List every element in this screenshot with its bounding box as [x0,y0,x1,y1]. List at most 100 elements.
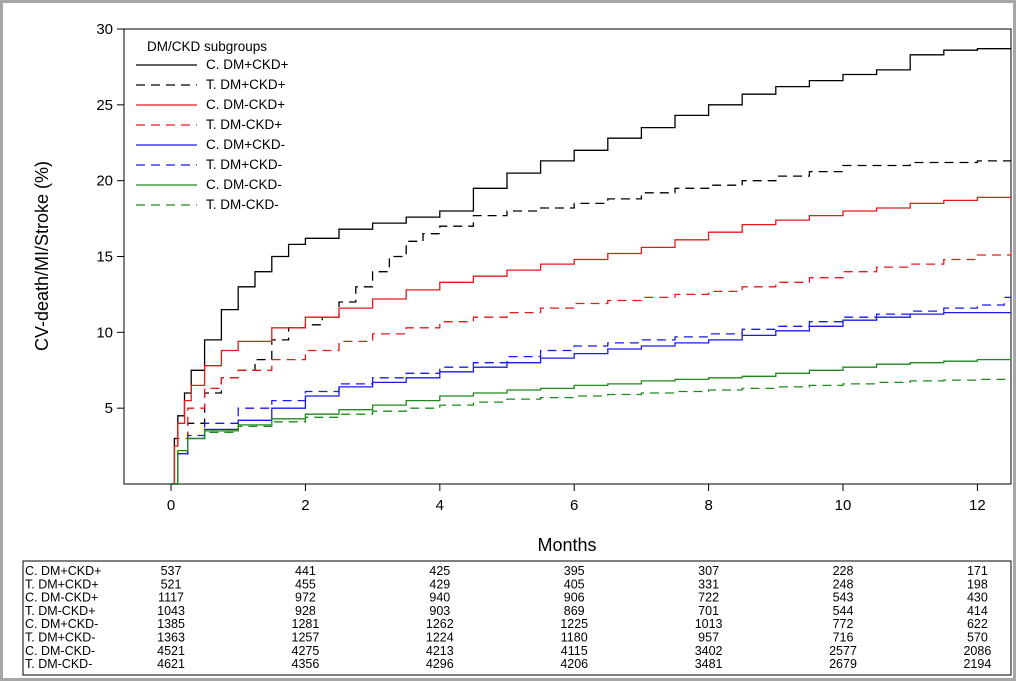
y-tick-label-30: 30 [96,21,113,38]
risk-cell-5-5: 1013 [695,617,723,631]
series-line-1 [171,48,1011,485]
risk-row-label-3: C. DM-CKD+ [25,591,98,605]
legend-label-8: T. DM-CKD- [206,197,279,212]
x-axis-title: Months [537,535,596,555]
y-axis-title: CV-death/MI/Stroke (%) [32,161,52,351]
series-line-4 [171,251,1012,485]
y-tick-label-5: 5 [105,400,113,417]
risk-cell-2-2: 455 [295,577,316,591]
risk-cell-2-6: 248 [833,577,854,591]
risk-cell-2-7: 198 [967,577,988,591]
y-tick-label-25: 25 [96,97,113,114]
x-tick-label-6: 6 [570,497,578,514]
risk-cell-3-1: 1117 [158,591,184,605]
legend-label-1: C. DM+CKD+ [206,57,289,72]
risk-cell-5-7: 622 [967,617,988,631]
risk-row-label-6: T. DM+CKD- [25,631,96,645]
risk-cell-3-6: 543 [833,591,854,605]
risk-cell-5-6: 772 [833,617,854,631]
risk-cell-3-4: 906 [564,591,585,605]
x-tick-label-12: 12 [969,497,986,514]
risk-cell-6-1: 1363 [157,631,185,645]
series-line-5 [171,311,1011,485]
y-axis: 5 10 15 20 25 30 [96,21,124,417]
risk-table-box [22,560,1012,676]
risk-cell-3-2: 972 [295,591,316,605]
y-tick-label-20: 20 [96,173,113,190]
risk-cell-2-4: 405 [564,577,585,591]
legend-label-7: C. DM-CKD- [206,177,282,192]
risk-cell-3-5: 722 [698,591,719,605]
series-line-3 [171,196,1011,485]
risk-cell-8-1: 4621 [157,657,185,671]
risk-cell-5-4: 1225 [560,617,588,631]
x-tick-label-8: 8 [704,497,712,514]
risk-cell-1-6: 228 [833,564,854,578]
risk-cell-7-4: 4115 [561,644,588,658]
y-tick-label-10: 10 [96,324,113,341]
risk-row-label-7: C. DM-CKD- [25,644,95,658]
risk-cell-6-7: 570 [967,631,988,645]
risk-cell-4-3: 903 [429,604,450,618]
risk-row-label-8: T. DM-CKD- [25,657,92,671]
risk-row-label-1: C. DM+CKD+ [25,564,101,578]
series-line-7 [171,358,1012,485]
risk-cell-1-2: 441 [295,564,316,578]
risk-table: C. DM+CKD+ 537 441 425 395 307 228 171 T. DM+CKD… [25,564,991,671]
risk-row-label-5: C. DM+CKD- [25,617,98,631]
risk-cell-2-3: 429 [429,577,450,591]
risk-cell-7-7: 2086 [963,644,991,658]
risk-cell-4-4: 869 [564,604,585,618]
legend-label-4: T. DM-CKD+ [206,117,282,132]
risk-cell-2-5: 331 [698,577,719,591]
x-tick-label-4: 4 [436,497,444,514]
risk-row-label-4: T. DM-CKD+ [25,604,96,618]
risk-cell-8-3: 4296 [426,657,454,671]
x-tick-label-2: 2 [301,497,309,514]
risk-cell-8-4: 4206 [560,657,588,671]
series-line-6 [171,296,1011,485]
risk-cell-3-3: 940 [429,591,450,605]
risk-cell-2-1: 521 [161,577,182,591]
legend-title: DM/CKD subgroups [147,39,267,54]
risk-cell-4-5: 701 [698,604,719,618]
risk-cell-5-2: 1281 [292,617,320,631]
series-line-8 [171,378,1011,485]
km-chart: 5 10 15 20 25 30 0 2 4 6 8 10 12 DM/CKD subgroups C.… [22,21,1012,676]
legend: DM/CKD subgroups C. DM+CKD+ T. DM+CKD+ C. D… [136,39,289,212]
legend-label-3: C. DM-CKD+ [206,97,285,112]
risk-cell-5-1: 1385 [157,617,185,631]
risk-cell-1-3: 425 [429,564,450,578]
risk-cell-7-6: 2577 [829,644,857,658]
risk-cell-1-5: 307 [698,564,719,578]
legend-label-2: T. DM+CKD+ [206,77,286,92]
risk-cell-1-4: 395 [564,564,585,578]
y-tick-label-15: 15 [96,249,113,266]
legend-label-5: C. DM+CKD- [206,137,285,152]
x-axis: 0 2 4 6 8 10 12 [167,484,986,514]
risk-cell-6-4: 1180 [561,631,588,645]
risk-cell-4-2: 928 [295,604,316,618]
risk-cell-6-6: 716 [833,631,854,645]
risk-cell-5-3: 1262 [426,617,454,631]
risk-row-label-2: T. DM+CKD+ [25,577,99,591]
x-tick-label-0: 0 [167,497,175,514]
x-tick-label-10: 10 [835,497,852,514]
risk-cell-6-5: 957 [698,631,719,645]
risk-cell-8-7: 2194 [963,657,991,671]
risk-cell-7-2: 4275 [292,644,320,658]
risk-cell-7-3: 4213 [426,644,454,658]
legend-label-6: T. DM+CKD- [206,157,282,172]
risk-cell-1-1: 537 [161,564,182,578]
risk-cell-4-7: 414 [967,604,988,618]
risk-cell-7-1: 4521 [157,644,185,658]
risk-cell-4-1: 1043 [157,604,185,618]
risk-cell-7-5: 3402 [695,644,723,658]
risk-cell-1-7: 171 [967,564,988,578]
risk-cell-8-2: 4356 [292,657,320,671]
risk-cell-3-7: 430 [967,591,988,605]
risk-cell-6-2: 1257 [292,631,320,645]
series-line-2 [171,160,1011,485]
risk-cell-8-5: 3481 [695,657,723,671]
